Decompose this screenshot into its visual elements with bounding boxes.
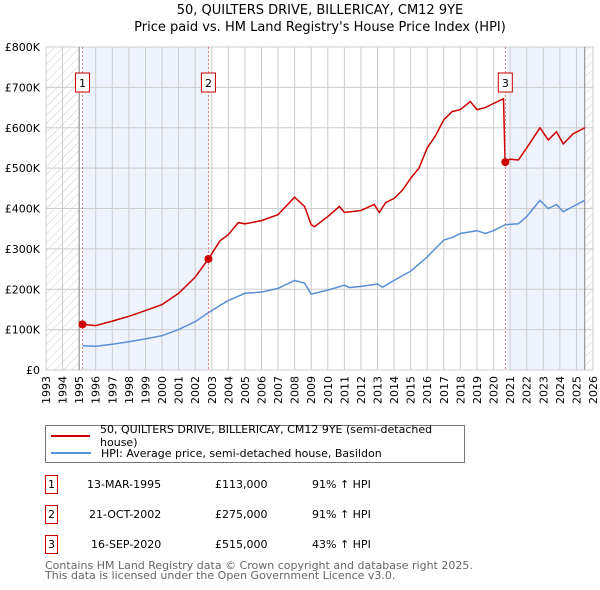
sale-label: 1	[79, 77, 86, 90]
chart-title: 50, QUILTERS DRIVE, BILLERICAY, CM12 9YE	[176, 3, 464, 18]
sale-date: 16-SEP-2020	[91, 538, 162, 551]
x-tick-label: 2024	[554, 376, 567, 404]
sale-hpi: 91% ↑ HPI	[312, 508, 371, 521]
x-tick-label: 2023	[537, 376, 550, 404]
x-tick-label: 2019	[471, 376, 484, 404]
hpi-line	[82, 199, 586, 347]
sale-label-box	[74, 72, 90, 93]
sale-badge: 3	[45, 535, 58, 554]
x-tick-label: 2008	[289, 376, 302, 404]
sale-badge: 1	[45, 475, 58, 494]
sale-label-box	[200, 72, 216, 93]
sale-badge: 2	[45, 505, 58, 524]
x-tick-label: 2002	[189, 376, 202, 404]
legend-item-property: 50, QUILTERS DRIVE, BILLERICAY, CM12 9YE…	[46, 423, 464, 449]
y-tick-label: £0	[26, 364, 40, 377]
y-tick-label: £800K	[5, 41, 41, 54]
sale-hpi: 43% ↑ HPI	[312, 538, 371, 551]
x-tick-label: 1993	[40, 376, 53, 404]
legend-item-hpi: HPI: Average price, semi-detached house,…	[46, 445, 382, 461]
footer-line: This data is licensed under the Open Gov…	[45, 569, 396, 582]
x-tick-label: 2017	[438, 376, 451, 404]
sale-label: 3	[502, 77, 509, 90]
y-tick-label: £600K	[5, 122, 41, 135]
chart-subtitle: Price paid vs. HM Land Registry's House …	[134, 20, 506, 35]
x-tick-label: 2012	[355, 376, 368, 404]
x-tick-label: 2009	[305, 376, 318, 404]
y-tick-label: £300K	[5, 243, 41, 256]
x-tick-label: 1996	[90, 376, 103, 404]
x-tick-label: 2006	[255, 376, 268, 404]
legend-swatch	[51, 452, 91, 454]
x-tick-label: 2025	[570, 376, 583, 404]
sale-point	[501, 158, 510, 167]
x-tick-label: 1995	[73, 376, 86, 404]
x-tick-label: 2000	[156, 376, 169, 404]
sale-point	[78, 320, 87, 329]
x-tick-label: 2007	[272, 376, 285, 404]
sale-price: £515,000	[215, 538, 268, 551]
y-tick-label: £100K	[5, 324, 41, 337]
plot-border	[45, 46, 594, 371]
legend: 50, QUILTERS DRIVE, BILLERICAY, CM12 9YE…	[45, 423, 465, 463]
legend-label: HPI: Average price, semi-detached house,…	[101, 446, 382, 460]
x-tick-label: 2005	[239, 376, 252, 404]
y-tick-label: £200K	[5, 283, 41, 296]
x-tick-label: 2003	[206, 376, 219, 404]
x-tick-label: 2011	[338, 376, 351, 404]
x-tick-label: 2018	[454, 376, 467, 404]
x-tick-label: 1997	[106, 376, 119, 404]
legend-swatch	[51, 435, 91, 437]
x-tick-label: 2026	[587, 376, 600, 404]
sale-price: £113,000	[215, 478, 268, 491]
sale-label-box	[497, 72, 513, 93]
x-tick-label: 1999	[139, 376, 152, 404]
x-tick-label: 1998	[123, 376, 136, 404]
x-tick-label: 2010	[322, 376, 335, 404]
sale-label: 2	[205, 77, 212, 90]
sale-price: £275,000	[215, 508, 268, 521]
y-tick-label: £700K	[5, 81, 41, 94]
x-tick-label: 2022	[521, 376, 534, 404]
y-tick-label: £400K	[5, 203, 41, 216]
y-tick-label: £500K	[5, 162, 41, 175]
x-tick-label: 1994	[57, 376, 70, 404]
sale-point	[204, 254, 213, 263]
sale-hpi: 91% ↑ HPI	[312, 478, 371, 491]
sale-date: 21-OCT-2002	[89, 508, 162, 521]
legend-label: 50, QUILTERS DRIVE, BILLERICAY, CM12 9YE…	[100, 423, 433, 449]
plot-area: 1993 1994 1995 1996 1997 1998 1999 2000 2001 2002…	[5, 41, 600, 404]
x-tick-label: 2014	[388, 376, 401, 404]
x-tick-label: 2021	[504, 376, 517, 404]
x-tick-label: 2015	[405, 376, 418, 404]
footer-line: Contains HM Land Registry data © Crown c…	[45, 559, 473, 572]
x-tick-label: 2001	[173, 376, 186, 404]
x-tick-label: 2020	[488, 376, 501, 404]
sale-date: 13-MAR-1995	[87, 478, 162, 491]
x-tick-label: 2004	[222, 376, 235, 404]
x-tick-label: 2016	[421, 376, 434, 404]
x-tick-label: 2013	[372, 376, 385, 404]
